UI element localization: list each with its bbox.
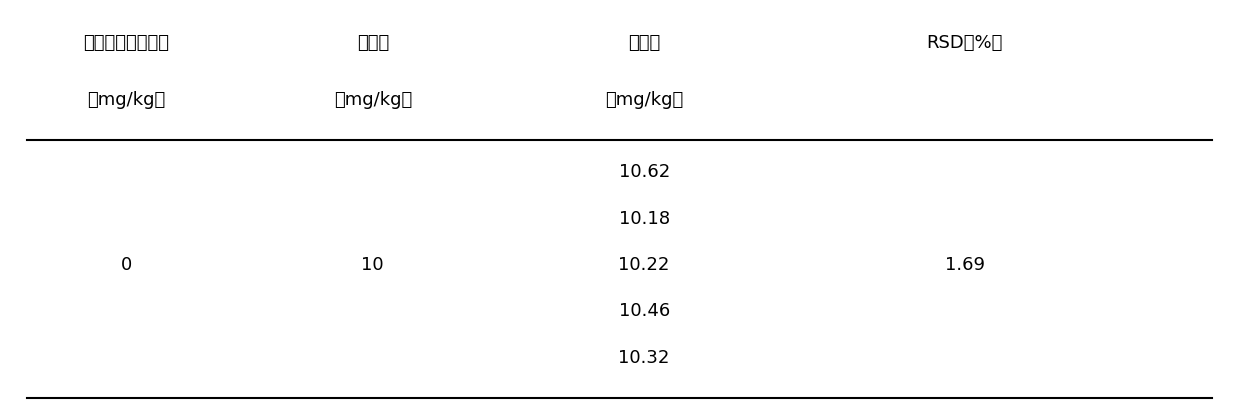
Text: 测定值: 测定值 (628, 34, 660, 52)
Text: 10.18: 10.18 (618, 210, 670, 228)
Text: 10: 10 (362, 256, 384, 274)
Text: 10.62: 10.62 (618, 163, 670, 181)
Text: 加标量: 加标量 (357, 34, 389, 52)
Text: （mg/kg）: （mg/kg） (333, 91, 411, 109)
Text: （mg/kg）: （mg/kg） (87, 91, 165, 109)
Text: 10.32: 10.32 (618, 349, 670, 367)
Text: 0: 0 (120, 256, 131, 274)
Text: 10.22: 10.22 (618, 256, 670, 274)
Text: 10.46: 10.46 (618, 302, 670, 320)
Text: （mg/kg）: （mg/kg） (605, 91, 683, 109)
Text: 样品中堵菜红含量: 样品中堵菜红含量 (83, 34, 169, 52)
Text: RSD（%）: RSD（%） (927, 34, 1004, 52)
Text: 1.69: 1.69 (945, 256, 985, 274)
